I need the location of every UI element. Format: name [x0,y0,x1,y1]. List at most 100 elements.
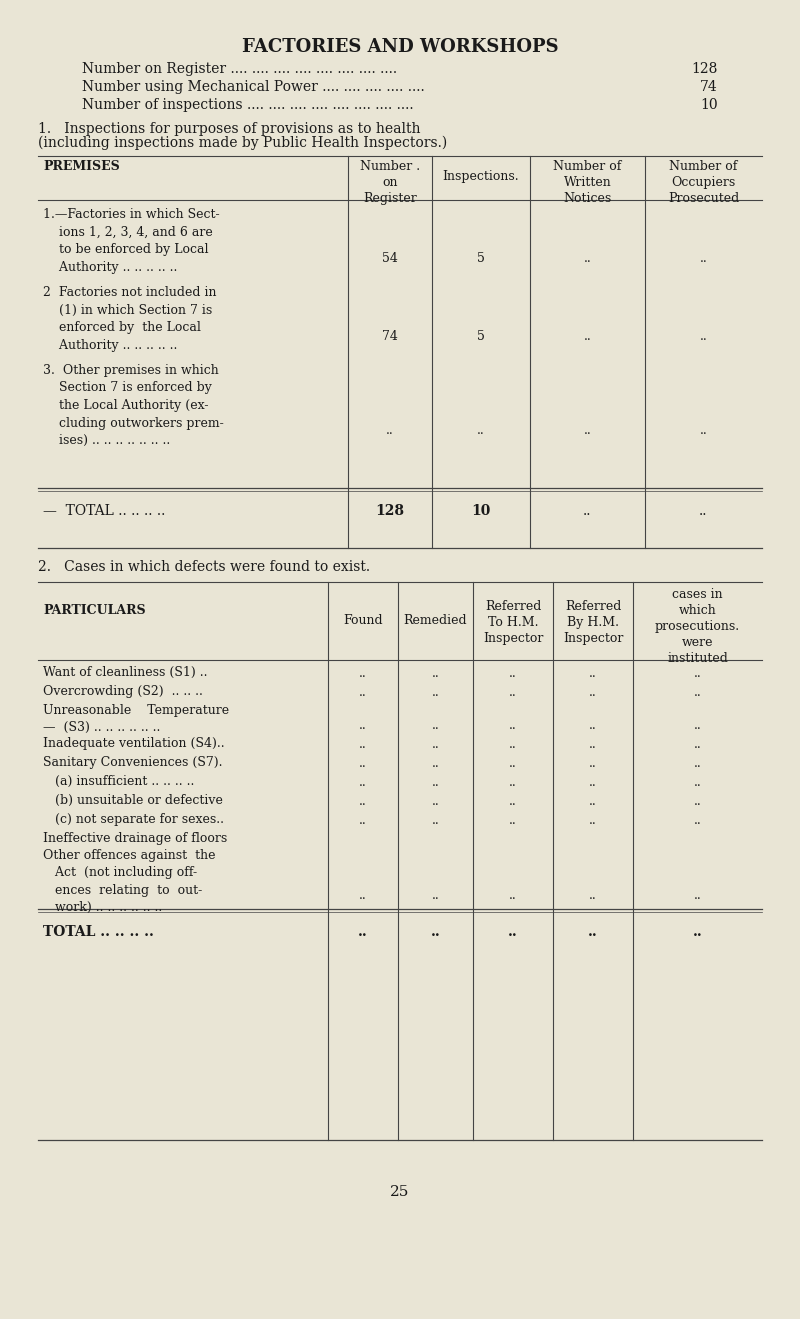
Text: Ineffective drainage of floors
Other offences against  the
   Act  (not includin: Ineffective drainage of floors Other off… [43,832,227,914]
Text: ..: .. [700,252,707,265]
Text: Found: Found [343,615,383,627]
Text: ..: .. [432,795,439,809]
Text: ..: .. [694,739,702,751]
Text: 25: 25 [390,1184,410,1199]
Text: (b) unsuitable or defective: (b) unsuitable or defective [43,794,223,807]
Text: PARTICULARS: PARTICULARS [43,604,146,617]
Text: ..: .. [694,795,702,809]
Text: 2  Factories not included in
    (1) in which Section 7 is
    enforced by  the : 2 Factories not included in (1) in which… [43,286,217,351]
Text: ..: .. [359,719,367,732]
Text: ..: .. [509,776,517,789]
Text: Want of cleanliness (S1) ..: Want of cleanliness (S1) .. [43,666,207,679]
Text: 5: 5 [477,252,485,265]
Text: PREMISES: PREMISES [43,160,120,173]
Text: ..: .. [589,795,597,809]
Text: Number on Register .... .... .... .... .... .... .... ....: Number on Register .... .... .... .... .… [82,62,397,77]
Text: ..: .. [432,889,439,902]
Text: Unreasonable    Temperature
—  (S3) .. .. .. .. .. ..: Unreasonable Temperature — (S3) .. .. ..… [43,704,229,735]
Text: 3.  Other premises in which
    Section 7 is enforced by
    the Local Authority: 3. Other premises in which Section 7 is … [43,364,224,447]
Text: ..: .. [700,423,707,437]
Text: —  TOTAL .. .. .. ..: — TOTAL .. .. .. .. [43,504,166,518]
Text: (including inspections made by Public Health Inspectors.): (including inspections made by Public He… [38,136,447,150]
Text: Sanitary Conveniences (S7).: Sanitary Conveniences (S7). [43,756,222,769]
Text: ..: .. [359,667,367,681]
Text: ..: .. [509,719,517,732]
Text: cases in
which
prosecutions.
were
instituted: cases in which prosecutions. were instit… [655,588,740,665]
Text: ..: .. [432,686,439,699]
Text: 2.   Cases in which defects were found to exist.: 2. Cases in which defects were found to … [38,561,370,574]
Text: 128: 128 [692,62,718,77]
Text: 1.   Inspections for purposes of provisions as to health: 1. Inspections for purposes of provision… [38,121,421,136]
Text: ..: .. [694,667,702,681]
Text: ..: .. [694,889,702,902]
Text: 128: 128 [375,504,405,518]
Text: ..: .. [430,925,440,939]
Text: 5: 5 [477,330,485,343]
Text: ..: .. [509,686,517,699]
Text: ..: .. [589,719,597,732]
Text: ..: .. [700,330,707,343]
Text: ..: .. [432,667,439,681]
Text: Number of
Occupiers
Prosecuted: Number of Occupiers Prosecuted [668,160,739,204]
Text: Number of inspections .... .... .... .... .... .... .... ....: Number of inspections .... .... .... ...… [82,98,414,112]
Text: ..: .. [509,757,517,770]
Text: ..: .. [589,757,597,770]
Text: ..: .. [477,423,485,437]
Text: 10: 10 [471,504,490,518]
Text: ..: .. [432,814,439,827]
Text: ..: .. [694,757,702,770]
Text: Referred
To H.M.
Inspector: Referred To H.M. Inspector [483,600,543,645]
Text: Inspections.: Inspections. [442,170,519,183]
Text: 54: 54 [382,252,398,265]
Text: ..: .. [509,795,517,809]
Text: ..: .. [584,423,591,437]
Text: ..: .. [508,925,518,939]
Text: (a) insufficient .. .. .. ..: (a) insufficient .. .. .. .. [43,776,194,787]
Text: ..: .. [589,686,597,699]
Text: ..: .. [584,330,591,343]
Text: ..: .. [693,925,702,939]
Text: 10: 10 [700,98,718,112]
Text: ..: .. [694,686,702,699]
Text: TOTAL .. .. .. ..: TOTAL .. .. .. .. [43,925,154,939]
Text: Remedied: Remedied [404,615,467,627]
Text: ..: .. [584,252,591,265]
Text: ..: .. [509,739,517,751]
Text: ..: .. [509,889,517,902]
Text: Overcrowding (S2)  .. .. ..: Overcrowding (S2) .. .. .. [43,685,203,698]
Text: FACTORIES AND WORKSHOPS: FACTORIES AND WORKSHOPS [242,38,558,55]
Text: Referred
By H.M.
Inspector: Referred By H.M. Inspector [563,600,623,645]
Text: ..: .. [359,757,367,770]
Text: Inadequate ventilation (S4)..: Inadequate ventilation (S4).. [43,737,225,751]
Text: ..: .. [694,776,702,789]
Text: ..: .. [359,795,367,809]
Text: ..: .. [509,814,517,827]
Text: ..: .. [589,667,597,681]
Text: ..: .. [589,814,597,827]
Text: ..: .. [359,776,367,789]
Text: ..: .. [386,423,394,437]
Text: 74: 74 [700,80,718,94]
Text: ..: .. [432,719,439,732]
Text: ..: .. [589,776,597,789]
Text: ..: .. [699,504,708,518]
Text: ..: .. [359,686,367,699]
Text: ..: .. [588,925,598,939]
Text: ..: .. [509,667,517,681]
Text: 1.—Factories in which Sect-
    ions 1, 2, 3, 4, and 6 are
    to be enforced by: 1.—Factories in which Sect- ions 1, 2, 3… [43,208,220,273]
Text: Number of
Written
Notices: Number of Written Notices [554,160,622,204]
Text: 74: 74 [382,330,398,343]
Text: (c) not separate for sexes..: (c) not separate for sexes.. [43,813,224,826]
Text: ..: .. [358,925,368,939]
Text: Number .
on
Register: Number . on Register [360,160,420,204]
Text: ..: .. [589,739,597,751]
Text: ..: .. [432,757,439,770]
Text: ..: .. [694,719,702,732]
Text: ..: .. [432,739,439,751]
Text: ..: .. [359,739,367,751]
Text: ..: .. [583,504,592,518]
Text: ..: .. [359,889,367,902]
Text: ..: .. [589,889,597,902]
Text: ..: .. [432,776,439,789]
Text: ..: .. [694,814,702,827]
